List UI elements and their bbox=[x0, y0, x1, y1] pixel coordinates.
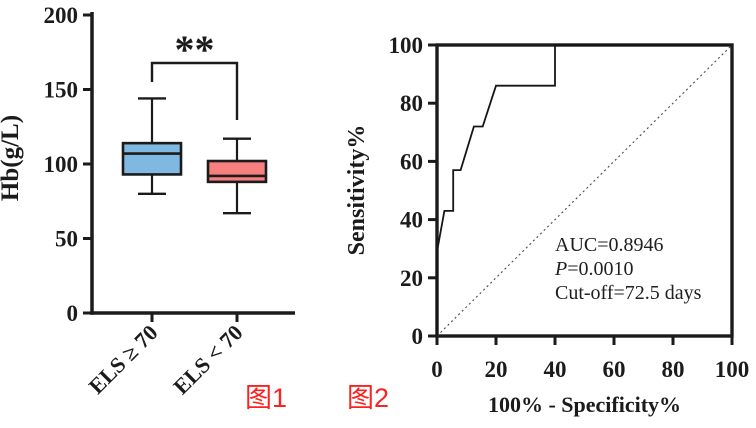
x-tick-label: 80 bbox=[662, 357, 685, 382]
y-tick-label: 100 bbox=[389, 33, 424, 58]
x-tick-label: ELS ≥ 70 bbox=[84, 320, 163, 399]
y-tick-label: 20 bbox=[400, 266, 423, 291]
y-tick-label: 100 bbox=[44, 152, 79, 177]
x-tick-label: 0 bbox=[431, 357, 443, 382]
roc-curve bbox=[436, 44, 732, 336]
annotation-2: Cut-off=72.5 days bbox=[555, 282, 702, 304]
x-tick-label: 60 bbox=[603, 357, 626, 382]
y-tick-label: 200 bbox=[44, 3, 79, 28]
significance-label: ** bbox=[175, 27, 215, 72]
y-tick-label: 0 bbox=[67, 301, 79, 326]
significance-bracket bbox=[150, 61, 239, 120]
annotation-1: P=0.0010 bbox=[554, 258, 634, 280]
annotation-0: AUC=0.8946 bbox=[555, 234, 664, 256]
y-tick-label: 50 bbox=[55, 227, 78, 252]
y-tick-label: 40 bbox=[400, 208, 423, 233]
boxplot-chart: 0 50 100 150 200 Hb(g/L) ELS ≥ 70 ELS < 70 ** bbox=[0, 3, 295, 399]
roc-chart: 0 20 40 60 80 100 0 20 40 60 80 100 100% - Specifici… bbox=[344, 33, 750, 417]
x-tick-label: ELS < 70 bbox=[168, 320, 247, 399]
reference-diagonal bbox=[436, 44, 733, 337]
x-tick-label: 100 bbox=[715, 357, 750, 382]
y-tick-label: 80 bbox=[400, 91, 423, 116]
y-axis-title: Sensitivity% bbox=[344, 125, 370, 256]
y-axis-title: Hb(g/L) bbox=[0, 115, 24, 201]
y-tick-label: 60 bbox=[400, 149, 423, 174]
box-els-lt-70 bbox=[206, 159, 268, 184]
box-els-ge-70 bbox=[121, 141, 183, 176]
x-axis-title: 100% - Specificity% bbox=[488, 392, 681, 417]
x-tick-label: 20 bbox=[485, 357, 508, 382]
figure2-label: 图2 bbox=[347, 383, 390, 413]
figure1-label: 图1 bbox=[245, 383, 288, 413]
y-tick-label: 150 bbox=[44, 78, 79, 103]
x-tick-label: 40 bbox=[544, 357, 567, 382]
y-tick-label: 0 bbox=[412, 324, 424, 349]
